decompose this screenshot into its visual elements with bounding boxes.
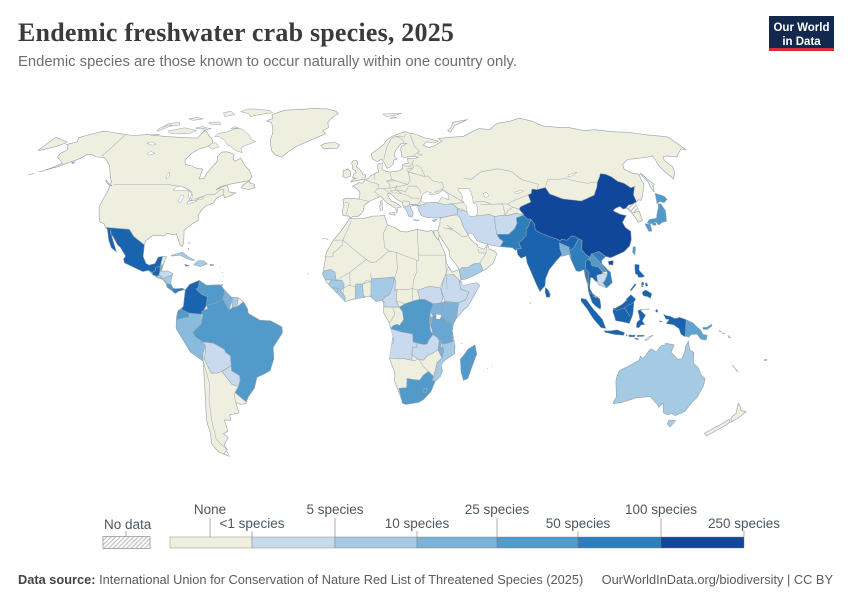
svg-text:250 species: 250 species [708,516,780,531]
svg-text:5 species: 5 species [306,502,363,517]
svg-text:25 species: 25 species [465,502,530,517]
svg-text:<1 species: <1 species [220,516,285,531]
svg-text:None: None [194,502,226,517]
svg-text:No data: No data [104,517,152,532]
svg-text:10 species: 10 species [385,516,450,531]
svg-text:50 species: 50 species [546,516,611,531]
svg-text:100 species: 100 species [625,502,697,517]
